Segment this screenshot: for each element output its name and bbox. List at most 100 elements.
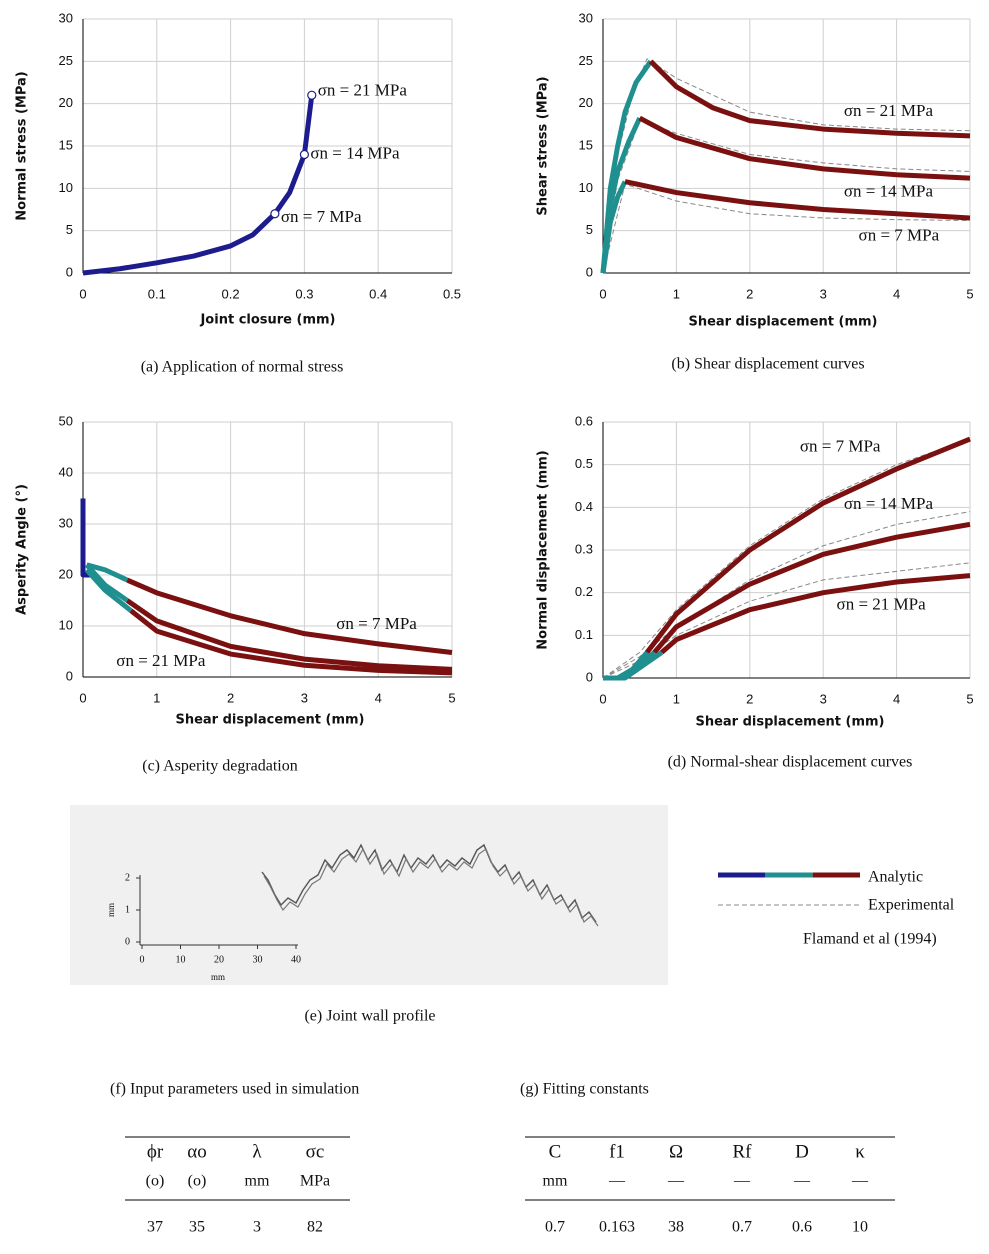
y-tick-label: 0.6 — [575, 413, 593, 428]
table-unit: mm — [543, 1173, 568, 1190]
y-tick-label: 0.4 — [575, 499, 593, 514]
x-tick-label: 0 — [79, 286, 86, 301]
table-unit: — — [851, 1173, 869, 1190]
annotation: σn = 7 MPa — [336, 614, 417, 633]
analytic-line — [125, 598, 453, 672]
profile-line — [263, 847, 599, 927]
table-header: f1 — [609, 1141, 625, 1162]
experimental-line — [602, 438, 971, 679]
y-axis-label: Normal displacement (mm) — [536, 450, 551, 649]
profile-x-label: mm — [211, 972, 225, 982]
x-tick-label: 3 — [301, 690, 308, 705]
analytic-line — [126, 577, 453, 656]
legend-label: Experimental — [868, 897, 955, 914]
annotation: σn = 7 MPa — [859, 225, 940, 244]
table-value: 38 — [668, 1219, 684, 1236]
annotation: σn = 21 MPa — [844, 101, 934, 120]
table-title: (f) Input parameters used in simulation — [110, 1081, 359, 1098]
y-tick-label: 30 — [59, 515, 73, 530]
x-tick-label: 0.1 — [148, 286, 166, 301]
analytic-line — [603, 650, 664, 681]
table-value: 0.163 — [599, 1219, 635, 1236]
table-value: 82 — [307, 1219, 323, 1236]
annotation: σn = 14 MPa — [310, 143, 400, 162]
x-axis-label: Shear displacement (mm) — [688, 315, 877, 330]
table-value: 10 — [852, 1219, 868, 1236]
analytic-line — [86, 562, 129, 583]
annotation: σn = 14 MPa — [844, 181, 934, 200]
legend-label: Analytic — [868, 869, 923, 886]
x-tick-label: 20 — [214, 954, 224, 965]
table-header: Rf — [733, 1141, 753, 1162]
y-axis-label: Normal stress (MPa) — [15, 71, 30, 220]
y-tick-label: 5 — [66, 222, 73, 237]
y-tick-label: 0 — [586, 264, 593, 279]
y-tick-label: 0 — [125, 936, 130, 947]
table-unit: (o) — [188, 1173, 207, 1190]
analytic-line — [600, 59, 653, 274]
x-tick-label: 5 — [966, 691, 973, 706]
table-header: Ω — [669, 1141, 683, 1162]
x-tick-label: 1 — [673, 691, 680, 706]
y-tick-label: 0.3 — [575, 541, 593, 556]
y-tick-label: 0 — [586, 669, 593, 684]
y-tick-label: 30 — [59, 10, 73, 25]
x-tick-label: 2 — [746, 691, 753, 706]
y-tick-label: 20 — [59, 566, 73, 581]
x-tick-label: 0 — [599, 691, 606, 706]
analytic-line — [600, 180, 628, 274]
table-unit: (o) — [146, 1173, 165, 1190]
y-axis-label: Shear stress (MPa) — [536, 76, 551, 215]
analytic-line — [645, 436, 971, 654]
x-tick-label: 1 — [673, 286, 680, 301]
experimental-line — [602, 120, 971, 274]
table-header: λ — [252, 1141, 262, 1162]
table-unit: — — [667, 1173, 685, 1190]
table-header: D — [795, 1141, 809, 1162]
table-unit: — — [733, 1173, 751, 1190]
y-tick-label: 50 — [59, 413, 73, 428]
x-axis-label: Shear displacement (mm) — [175, 713, 364, 728]
marker — [299, 149, 309, 160]
x-tick-label: 3 — [820, 286, 827, 301]
table-value: 0.7 — [545, 1219, 565, 1236]
analytic-line — [638, 115, 971, 181]
table-value: 3 — [253, 1219, 261, 1236]
table-header: αo — [187, 1141, 206, 1162]
x-tick-label: 4 — [893, 691, 900, 706]
x-tick-label: 5 — [448, 690, 455, 705]
table-unit: mm — [245, 1173, 270, 1190]
caption: (b) Shear displacement curves — [671, 356, 864, 373]
y-tick-label: 0.1 — [575, 627, 593, 642]
table-header: C — [549, 1141, 562, 1162]
y-tick-label: 0 — [66, 668, 73, 683]
y-tick-label: 0.5 — [575, 456, 593, 471]
y-tick-label: 2 — [125, 872, 130, 883]
analytic-line — [82, 94, 315, 276]
table-value: 0.6 — [792, 1219, 812, 1236]
table-header: σc — [306, 1141, 325, 1162]
legend-source: Flamand et al (1994) — [803, 931, 937, 948]
y-tick-label: 5 — [586, 222, 593, 237]
x-axis-label: Shear displacement (mm) — [695, 715, 884, 730]
profile-line — [261, 843, 597, 923]
marker — [270, 209, 280, 219]
x-tick-label: 1 — [153, 690, 160, 705]
y-tick-label: 15 — [59, 137, 73, 152]
x-axis-label: Joint closure (mm) — [199, 313, 335, 328]
annotation: σn = 21 MPa — [116, 651, 206, 670]
experimental-line — [602, 511, 971, 679]
table-title: (g) Fitting constants — [520, 1081, 649, 1098]
table-value: 0.7 — [732, 1219, 752, 1236]
x-tick-label: 0.2 — [222, 286, 240, 301]
analytic-line — [84, 568, 133, 613]
y-tick-label: 15 — [579, 137, 593, 152]
x-tick-label: 0 — [599, 286, 606, 301]
y-tick-label: 25 — [59, 53, 73, 68]
table-unit: — — [608, 1173, 626, 1190]
y-tick-label: 10 — [579, 180, 593, 195]
y-tick-label: 10 — [59, 180, 73, 195]
profile-image — [70, 805, 668, 985]
y-tick-label: 0.2 — [575, 584, 593, 599]
